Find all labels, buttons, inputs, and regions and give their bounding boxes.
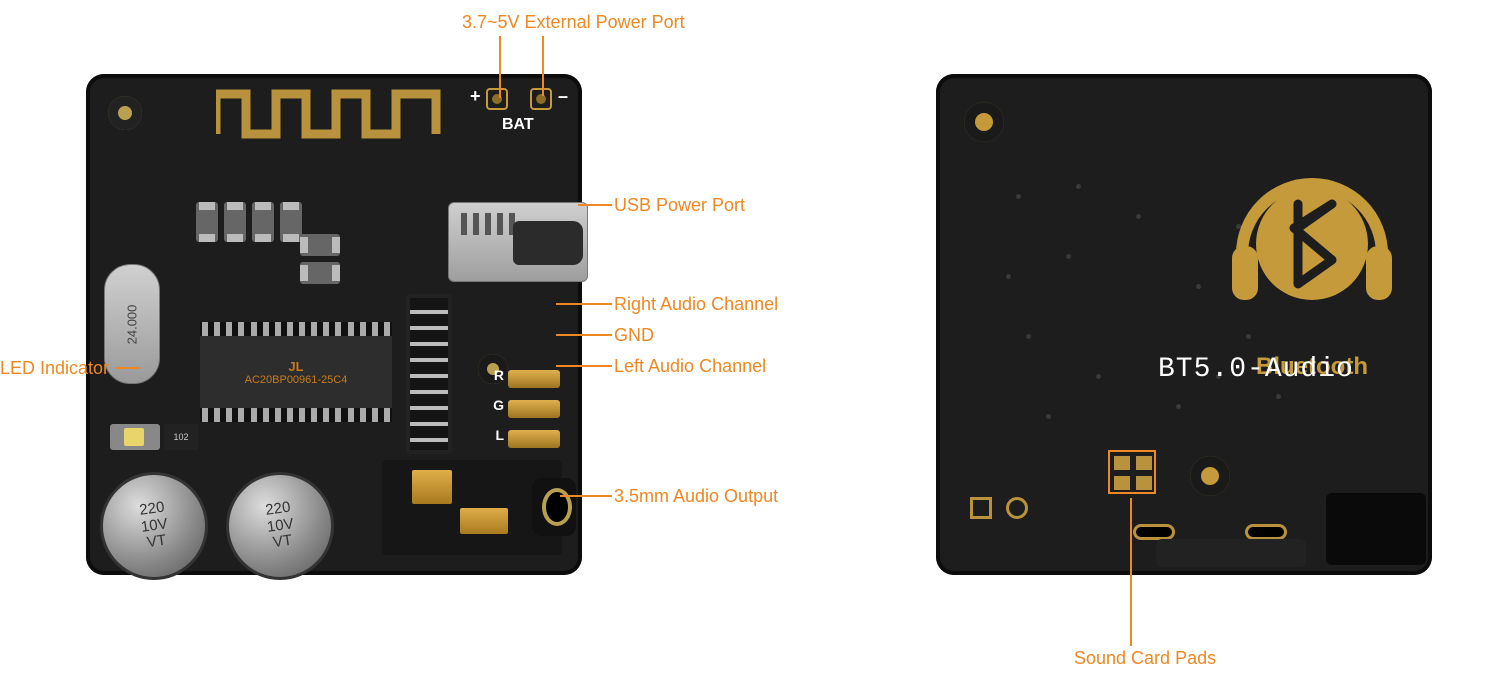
bluetooth-logo: Bluetooth — [1222, 134, 1402, 344]
via — [1096, 374, 1101, 379]
bat-pad-pos — [486, 88, 508, 110]
via — [1026, 334, 1031, 339]
via — [1176, 404, 1181, 409]
via — [1016, 194, 1021, 199]
smd-caps-top — [196, 202, 302, 242]
cap-2-marking: 220 10V VT — [263, 500, 296, 553]
via — [1276, 394, 1281, 399]
cap-1-marking: 220 10V VT — [137, 500, 170, 553]
label-sound-pads: Sound Card Pads — [1074, 648, 1216, 669]
pad-l — [508, 430, 560, 448]
silk-l: L — [495, 427, 504, 443]
label-usb: USB Power Port — [614, 195, 745, 216]
label-right-audio: Right Audio Channel — [614, 294, 778, 315]
via — [1066, 254, 1071, 259]
square-pad — [970, 497, 992, 519]
bat-pad-neg — [530, 88, 552, 110]
label-audio-out: 3.5mm Audio Output — [614, 486, 778, 507]
chip-logo: JL — [288, 359, 303, 374]
sound-card-pads-highlight — [1108, 450, 1156, 494]
smd-caps-side — [300, 234, 340, 284]
smd-102: 102 — [164, 424, 198, 450]
audio-jack — [382, 460, 562, 555]
via — [1076, 184, 1081, 189]
minus-silk: – — [558, 86, 568, 107]
jack-silhouette-back — [1326, 493, 1426, 565]
label-gnd: GND — [614, 325, 654, 346]
product-text: BT5.0-Audio — [1158, 354, 1410, 385]
usb-silhouette-back — [1156, 539, 1306, 567]
via — [1046, 414, 1051, 419]
slot-2 — [1248, 527, 1284, 537]
main-ic: JL AC20BP00961-25C4 — [200, 322, 392, 422]
pad-g — [508, 400, 560, 418]
mounting-hole-back — [964, 102, 1004, 142]
crystal-oscillator: 24.000 — [104, 264, 160, 384]
label-led: LED Indicator — [0, 358, 109, 379]
usb-micro-port — [448, 202, 588, 282]
via — [1196, 284, 1201, 289]
cap-2: 220 10V VT — [226, 472, 334, 580]
front-board: + – BAT 24.000 JL AC20BP00961-25C4 102 R… — [86, 74, 582, 575]
pin-header — [406, 294, 452, 454]
crystal-marking: 24.000 — [124, 304, 139, 344]
label-left-audio: Left Audio Channel — [614, 356, 766, 377]
pad-r — [508, 370, 560, 388]
plus-silk: + — [470, 86, 481, 107]
back-board: Bluetooth BT5.0-Audio — [936, 74, 1432, 575]
silk-r: R — [494, 367, 504, 383]
center-hole-back — [1190, 456, 1230, 496]
led-indicator-chip — [110, 424, 160, 450]
mounting-hole-front — [108, 96, 142, 130]
silk-g: G — [493, 397, 504, 413]
via — [1136, 214, 1141, 219]
pcb-antenna — [216, 84, 456, 144]
cap-1: 220 10V VT — [100, 472, 208, 580]
round-pad-1 — [1006, 497, 1028, 519]
slot-1 — [1136, 527, 1172, 537]
label-power-port: 3.7~5V External Power Port — [462, 12, 685, 33]
via — [1006, 274, 1011, 279]
bat-silk: BAT — [502, 116, 534, 134]
chip-code: AC20BP00961-25C4 — [245, 374, 348, 386]
